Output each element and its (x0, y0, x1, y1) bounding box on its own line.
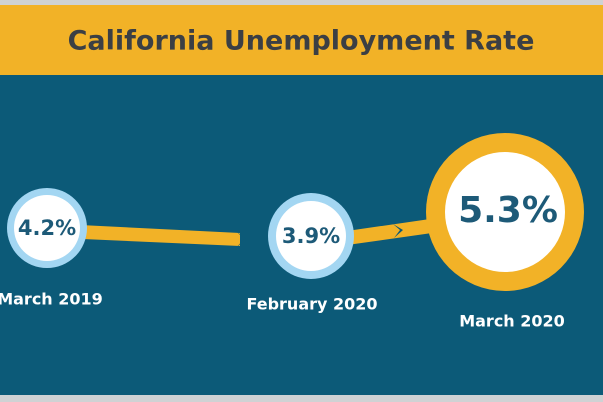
chevron (393, 224, 403, 238)
node-value: 5.3% (458, 190, 558, 231)
node-core (445, 152, 565, 272)
connector (340, 219, 432, 246)
title: California Unemployment Rate (68, 26, 535, 57)
node-value: 4.2% (18, 216, 76, 240)
node-date: March 2019 (0, 290, 103, 309)
title-band (0, 5, 603, 75)
node-core (14, 195, 80, 261)
node-date: February 2020 (246, 295, 377, 314)
node-core (276, 201, 346, 271)
node-date: March 2020 (459, 312, 565, 331)
connector (60, 224, 240, 246)
node-value: 3.9% (282, 224, 340, 248)
chevron (236, 231, 246, 248)
